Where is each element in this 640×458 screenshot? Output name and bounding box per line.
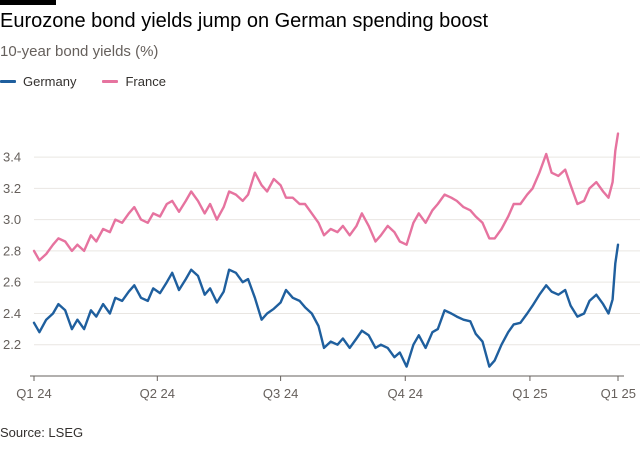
series-line-germany (32, 243, 620, 368)
y-tick-label: 2.6 (3, 275, 21, 290)
x-tick-label: Q4 24 (388, 386, 423, 401)
series-line-france (32, 132, 620, 262)
legend-label-france: France (125, 73, 166, 89)
y-axis-ticks: 2.2 2.4 2.6 2.8 3.0 3.2 3.4 (3, 150, 21, 353)
chart-title: Eurozone bond yields jump on German spen… (0, 10, 489, 32)
x-axis-ticks: Q1 24 Q2 24 Q3 24 Q4 24 Q1 25 Q1 25 (16, 376, 636, 401)
legend-item-germany: Germany (0, 74, 76, 89)
chart-subtitle: 10-year bond yields (%) (0, 43, 159, 60)
x-tick-label: Q2 24 (140, 386, 175, 401)
gridlines (34, 156, 640, 346)
y-tick-label: 3.0 (3, 212, 21, 227)
y-tick-label: 2.2 (3, 337, 21, 352)
source-note: Source: LSEG (0, 425, 84, 440)
legend: Germany France (0, 72, 192, 90)
x-tick-label: Q1 25 (512, 386, 547, 401)
series-lines (32, 132, 620, 368)
y-tick-label: 2.8 (3, 243, 21, 258)
y-tick-label: 2.4 (3, 306, 21, 321)
x-tick-label: Q1 24 (16, 386, 51, 401)
legend-swatch-germany (0, 79, 16, 83)
y-tick-label: 3.2 (3, 181, 21, 196)
legend-item-france: France (102, 73, 166, 89)
x-tick-label: Q1 25 (601, 386, 636, 401)
y-tick-label: 3.4 (3, 150, 21, 165)
legend-label-germany: Germany (23, 73, 77, 89)
brand-bar (0, 0, 56, 5)
line-chart: 2.2 2.4 2.6 2.8 3.0 3.2 3.4 Q1 24 Q2 24 Q3 24 Q4 … (3, 132, 640, 401)
x-tick-label: Q3 24 (263, 386, 298, 401)
legend-swatch-france (102, 79, 119, 83)
